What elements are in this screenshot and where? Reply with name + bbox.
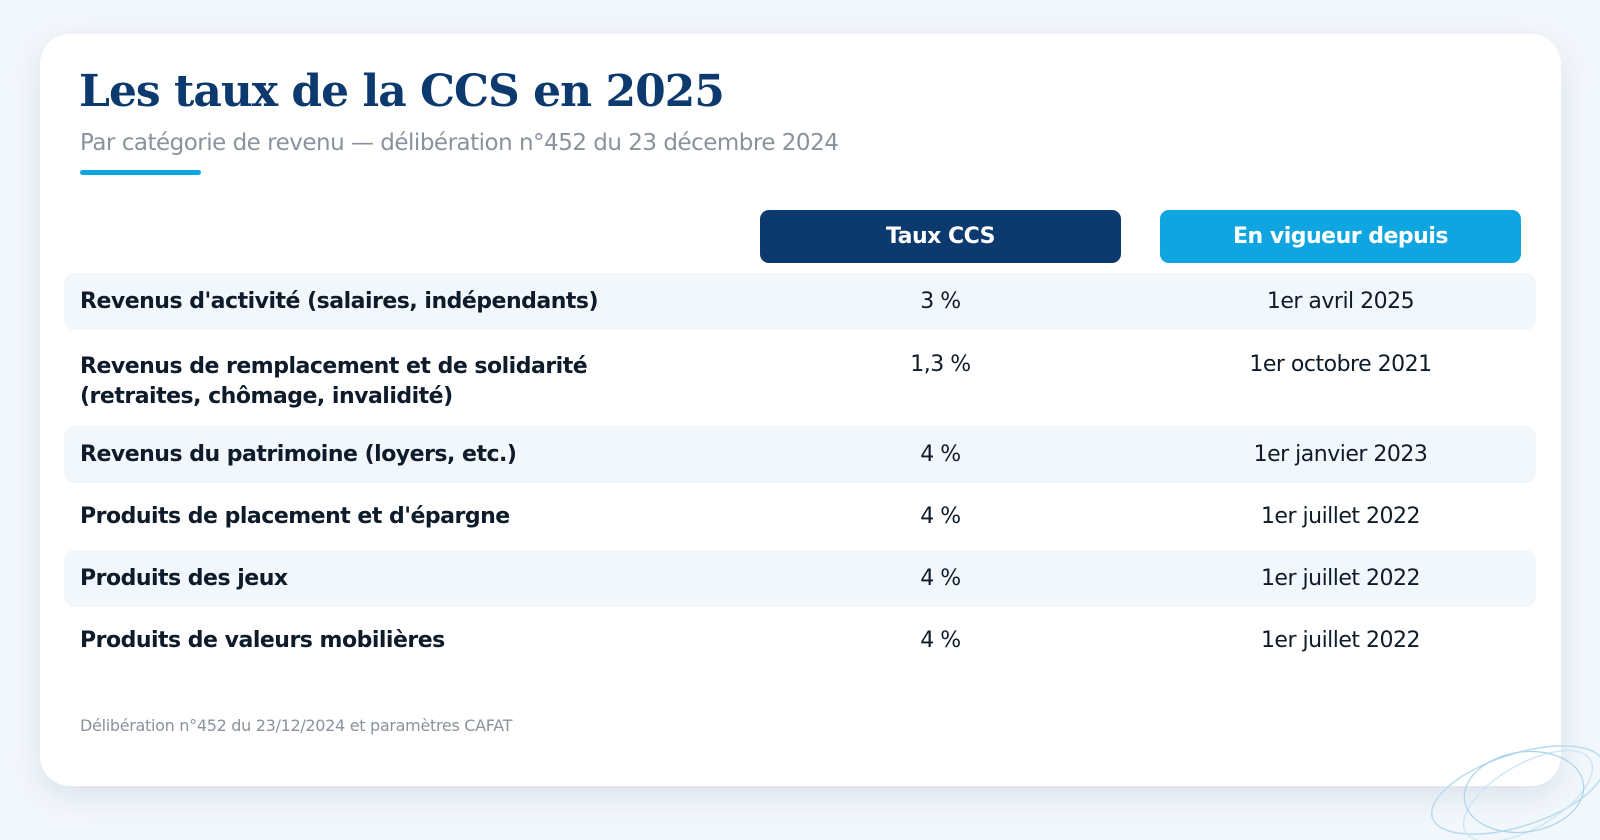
row-since: 1er octobre 2021 — [1249, 352, 1432, 377]
table-row: Revenus d'activité (salaires, indépendan… — [64, 273, 1536, 330]
column-header-rate: Taux CCS — [760, 210, 1121, 263]
table-row: Produits des jeux 4 % 1er juillet 2022 — [64, 550, 1536, 607]
row-category: Revenus du patrimoine (loyers, etc.) — [80, 441, 517, 467]
row-category: Produits de valeurs mobilières — [80, 627, 445, 653]
table-row: Revenus du patrimoine (loyers, etc.) 4 %… — [64, 426, 1536, 483]
row-category: Produits de placement et d'épargne — [80, 503, 510, 529]
page-title: Les taux de la CCS en 2025 — [79, 66, 725, 117]
row-since: 1er janvier 2023 — [1253, 442, 1428, 467]
source-footnote: Délibération n°452 du 23/12/2024 et para… — [80, 716, 513, 735]
row-since: 1er juillet 2022 — [1260, 504, 1421, 529]
row-rate: 4 % — [920, 442, 961, 467]
row-category: Revenus d'activité (salaires, indépendan… — [80, 288, 599, 314]
table-row: Produits de placement et d'épargne 4 % 1… — [64, 488, 1536, 545]
page-subtitle: Par catégorie de revenu — délibération n… — [80, 130, 839, 156]
title-accent-bar — [80, 170, 201, 175]
row-rate: 4 % — [920, 504, 961, 529]
row-rate: 3 % — [920, 289, 961, 314]
row-category: Produits des jeux — [80, 565, 288, 591]
row-since: 1er avril 2025 — [1266, 289, 1415, 314]
row-since: 1er juillet 2022 — [1260, 628, 1421, 653]
content-card — [40, 34, 1561, 786]
column-header-since: En vigueur depuis — [1160, 210, 1521, 263]
decorative-ellipses — [1430, 745, 1600, 840]
table-row: Revenus de remplacement et de solidarité… — [64, 334, 1536, 426]
table-row: Produits de valeurs mobilières 4 % 1er j… — [64, 612, 1536, 669]
row-since: 1er juillet 2022 — [1260, 566, 1421, 591]
row-rate: 1,3 % — [910, 352, 971, 377]
row-rate: 4 % — [920, 628, 961, 653]
row-category: Revenus de remplacement et de solidarité… — [80, 354, 588, 409]
row-rate: 4 % — [920, 566, 961, 591]
